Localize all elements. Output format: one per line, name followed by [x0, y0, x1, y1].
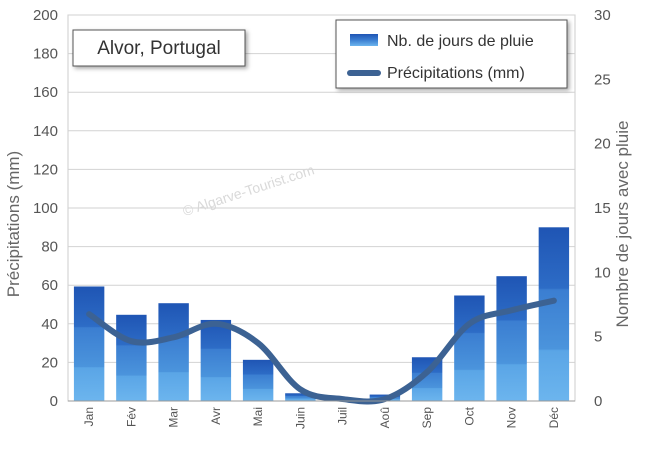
- bars-series: [73, 227, 570, 401]
- bar-rain-days: [285, 393, 316, 401]
- left-tick-label: 120: [33, 161, 58, 178]
- title-box-frame: [72, 29, 246, 67]
- x-tick-label: Nov: [505, 407, 519, 428]
- x-axis-ticks: Jan Fév Mar Avr Mai Juin Juil Aoû Sep Oct Nov Déc: [82, 406, 561, 429]
- x-tick-label: Mai: [251, 407, 265, 426]
- right-tick-label: 5: [594, 329, 602, 346]
- right-tick-label: 15: [594, 200, 611, 217]
- bar-rain-days: [538, 227, 570, 401]
- left-tick-label: 180: [33, 46, 58, 63]
- legend-line-label: Précipitations (mm): [387, 65, 525, 82]
- bar-rain-days: [116, 314, 147, 401]
- bar-rain-days: [158, 303, 189, 401]
- right-tick-label: 10: [594, 264, 611, 281]
- right-tick-label: 30: [594, 7, 611, 24]
- x-tick-label: Juil: [336, 407, 350, 425]
- bar-rain-days: [454, 295, 485, 401]
- left-tick-label: 80: [41, 239, 58, 256]
- bar-rain-days: [200, 319, 232, 401]
- left-tick-label: 200: [33, 7, 58, 24]
- x-tick-label: Aoû: [378, 407, 392, 428]
- legend-bar-label: Nb. de jours de pluie: [387, 33, 534, 50]
- x-tick-label: Fév: [124, 407, 138, 427]
- left-tick-label: 20: [41, 354, 58, 371]
- chart-title: Alvor, Portugal: [97, 38, 221, 59]
- right-tick-label: 25: [594, 71, 611, 88]
- legend-bar-swatch: [350, 34, 378, 46]
- x-tick-label: Juin: [293, 407, 307, 429]
- right-axis-ticks: 0 5 10 15 20 25 30: [594, 7, 611, 410]
- x-tick-label: Sep: [420, 407, 434, 429]
- x-tick-label: Avr: [209, 407, 223, 425]
- left-tick-label: 140: [33, 123, 58, 140]
- x-tick-label: Jan: [82, 407, 96, 426]
- left-tick-label: 160: [33, 84, 58, 101]
- x-tick-label: Déc: [547, 407, 561, 428]
- left-axis-ticks: 0 20 40 60 80 100 120 140 160 180 200: [33, 7, 58, 410]
- left-tick-label: 40: [41, 316, 58, 333]
- left-tick-label: 60: [41, 277, 58, 294]
- left-axis-title: Précipitations (mm): [4, 151, 23, 297]
- left-tick-label: 100: [33, 200, 58, 217]
- legend: Nb. de jours de pluie Précipitations (mm…: [335, 19, 568, 89]
- legend-frame: [335, 19, 568, 89]
- right-axis-title: Nombre de jours avec pluie: [613, 121, 632, 328]
- bar-rain-days: [73, 286, 105, 401]
- right-tick-label: 20: [594, 136, 611, 153]
- bar-rain-days: [242, 359, 274, 401]
- left-tick-label: 0: [50, 393, 58, 410]
- right-tick-label: 0: [594, 393, 602, 410]
- title-box: Alvor, Portugal: [72, 29, 246, 67]
- precipitation-line: [86, 297, 557, 405]
- bar-rain-days: [496, 276, 527, 401]
- x-tick-label: Mar: [167, 407, 181, 428]
- x-tick-label: Oct: [462, 406, 476, 425]
